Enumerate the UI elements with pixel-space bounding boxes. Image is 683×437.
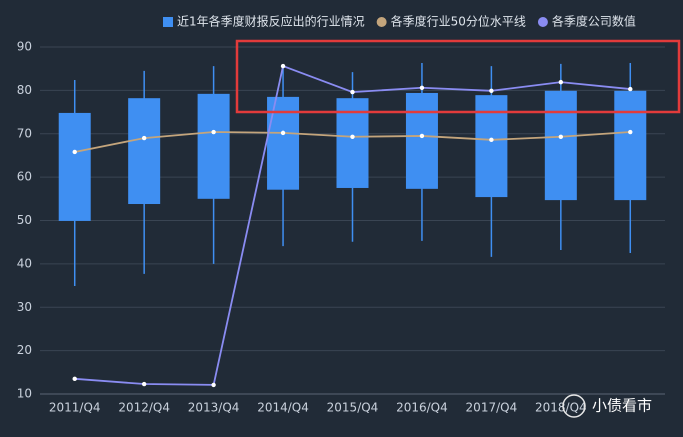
watermark-icon (562, 394, 586, 418)
point (72, 376, 77, 382)
x-tick-label: 2015/Q4 (327, 401, 379, 415)
y-tick-label: 60 (17, 170, 32, 184)
point (350, 134, 355, 139)
marks (58, 63, 647, 388)
box (197, 93, 230, 199)
point (280, 63, 286, 69)
box (544, 90, 577, 201)
x-tick-label: 2016/Q4 (396, 401, 448, 415)
legend-label: 各季度行业50分位水平线 (391, 14, 526, 29)
legend-label: 各季度公司数值 (552, 14, 636, 29)
x-tick-label: 2017/Q4 (466, 401, 518, 415)
point (211, 129, 216, 135)
x-tick-label: 2018/Q4 (535, 401, 587, 415)
legend-label: 近1年各季度财报反应出的行业情况 (177, 14, 365, 29)
y-tick-label: 40 (17, 256, 32, 270)
y-tick-label: 70 (17, 126, 32, 140)
legend-marker (537, 17, 548, 27)
point (628, 86, 633, 92)
highlight-box (235, 39, 681, 114)
point (72, 149, 77, 155)
box (614, 90, 647, 201)
point (419, 133, 425, 139)
point (280, 130, 286, 136)
point (350, 89, 355, 95)
watermark-text: 小债看市 (592, 397, 652, 415)
y-tick-label: 80 (17, 83, 32, 97)
watermark: 小债看市 (562, 394, 652, 418)
box (128, 98, 161, 205)
y-tick-label: 50 (17, 213, 32, 227)
y-tick-label: 10 (17, 387, 32, 401)
point (489, 137, 494, 143)
legend-marker (376, 17, 387, 27)
legend-marker (163, 17, 173, 27)
point (489, 88, 494, 94)
y-tick-label: 90 (17, 40, 32, 54)
x-tick-label: 2013/Q4 (188, 401, 240, 415)
point (141, 381, 147, 387)
point (628, 129, 633, 135)
point (558, 79, 564, 85)
point (419, 85, 425, 90)
y-tick-label: 20 (17, 343, 32, 357)
box (475, 95, 508, 198)
y-tick-label: 30 (17, 300, 32, 314)
x-tick-label: 2014/Q4 (257, 401, 309, 415)
x-tick-label: 2012/Q4 (118, 401, 170, 415)
box (405, 92, 438, 189)
point (558, 134, 564, 139)
x-tick-label: 2011/Q4 (49, 401, 101, 415)
point (211, 382, 216, 388)
box (58, 112, 91, 221)
point (141, 135, 147, 141)
